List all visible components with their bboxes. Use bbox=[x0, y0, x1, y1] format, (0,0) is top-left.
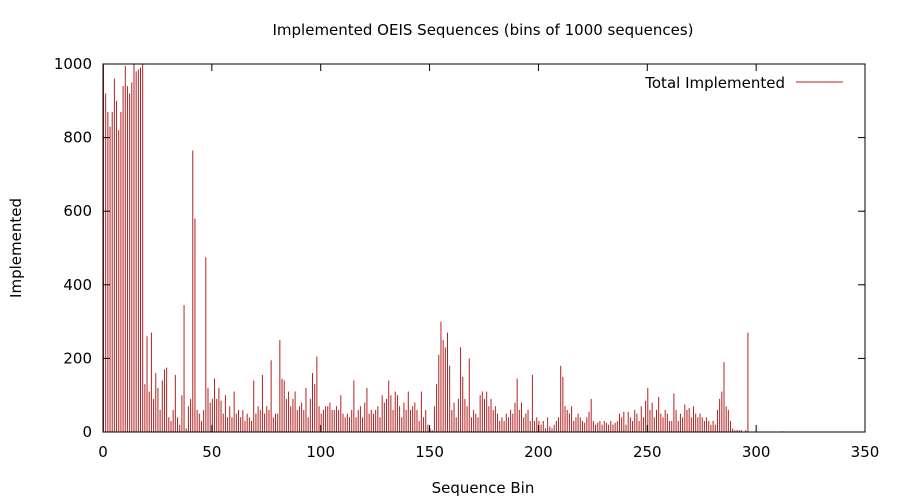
x-tick-label: 150 bbox=[415, 443, 444, 461]
plot-frame bbox=[102, 63, 866, 433]
y-tick-label: 400 bbox=[63, 276, 92, 294]
x-tick-label: 50 bbox=[202, 443, 221, 461]
x-tick-label: 100 bbox=[306, 443, 335, 461]
y-tick-label: 800 bbox=[63, 129, 92, 147]
x-tick-label: 0 bbox=[98, 443, 108, 461]
y-tick-label: 1000 bbox=[54, 55, 92, 73]
x-axis-label: Sequence Bin bbox=[432, 479, 535, 497]
legend-label: Total Implemented bbox=[644, 74, 785, 92]
bars-group bbox=[103, 64, 790, 432]
x-tick-label: 300 bbox=[742, 443, 771, 461]
y-tick-label: 0 bbox=[82, 423, 92, 441]
chart-title: Implemented OEIS Sequences (bins of 1000… bbox=[272, 21, 693, 39]
axis-ticks: 0 50 100 150 200 250 300 350 0 200 400 600 800 1000 bbox=[54, 55, 880, 461]
x-tick-label: 200 bbox=[524, 443, 553, 461]
y-tick-label: 600 bbox=[63, 202, 92, 220]
y-axis-label: Implemented bbox=[7, 198, 25, 298]
x-tick-label: 250 bbox=[633, 443, 662, 461]
x-tick-label: 350 bbox=[851, 443, 880, 461]
legend: Total Implemented bbox=[644, 74, 843, 92]
y-tick-label: 200 bbox=[63, 349, 92, 367]
